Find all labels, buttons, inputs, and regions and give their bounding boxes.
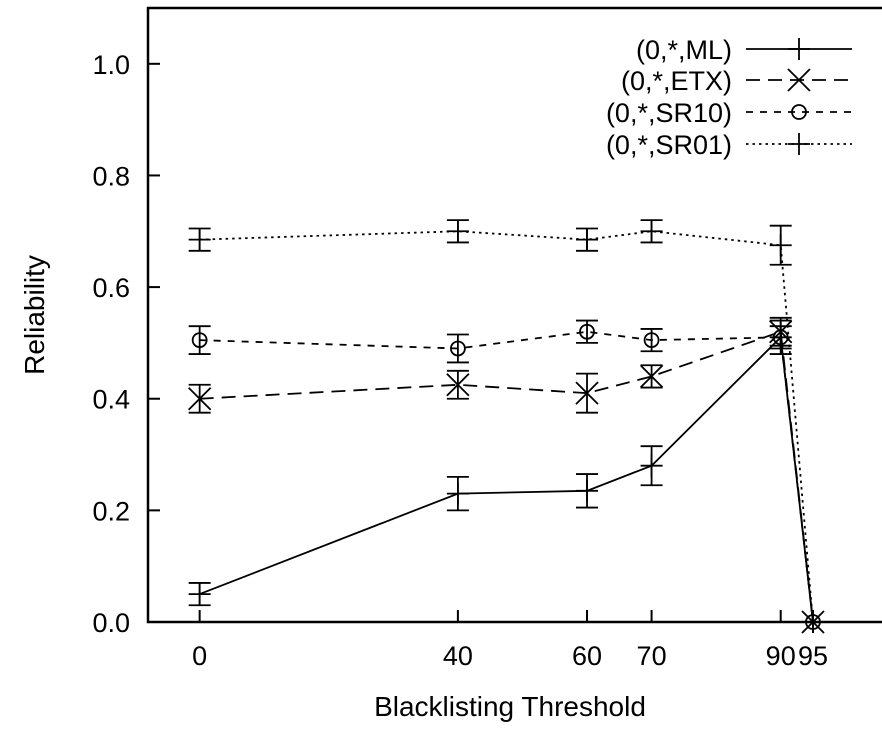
y-tick-label: 0.4 (92, 385, 130, 415)
series-0 (188, 319, 824, 633)
x-tick-label: 95 (798, 641, 828, 671)
y-tick-label: 0.0 (92, 608, 130, 638)
x-tick-label: 70 (637, 641, 667, 671)
data-point (449, 340, 466, 357)
legend-marker (787, 68, 811, 92)
series-2 (188, 319, 821, 630)
y-tick-label: 1.0 (92, 50, 130, 80)
data-point (188, 387, 212, 411)
data-point (643, 332, 660, 349)
legend-label: (0,*,SR10) (606, 98, 732, 128)
legend-marker (791, 104, 807, 120)
x-tick-label: 0 (192, 641, 207, 671)
data-point (575, 381, 599, 405)
series-line (199, 330, 814, 623)
data-point (772, 329, 789, 346)
legend-label: (0,*,SR01) (606, 130, 732, 160)
x-tick-label: 90 (766, 641, 796, 671)
x-tick-label: 60 (572, 641, 602, 671)
series-3 (188, 219, 824, 633)
data-point (579, 323, 595, 340)
series-line (199, 330, 814, 623)
legend-label: (0,*,ETX) (621, 66, 732, 96)
legend: (0,*,ML)(0,*,ETX)(0,*,SR10)(0,*,SR01) (606, 35, 852, 160)
data-point (446, 373, 470, 397)
plot-frame (146, 6, 882, 624)
x-axis-title: Blacklisting Threshold (374, 691, 646, 722)
legend-label: (0,*,ML) (636, 35, 732, 65)
x-tick-label: 40 (443, 641, 473, 671)
y-tick-label: 0.2 (92, 496, 130, 526)
y-tick-label: 0.8 (92, 161, 130, 191)
data-point (191, 332, 208, 349)
series-line (199, 230, 814, 623)
y-tick-label: 0.6 (92, 273, 130, 303)
data-point (639, 364, 664, 389)
series-line (199, 335, 814, 623)
y-axis-title: Reliability (19, 255, 50, 375)
series-1 (188, 316, 825, 634)
